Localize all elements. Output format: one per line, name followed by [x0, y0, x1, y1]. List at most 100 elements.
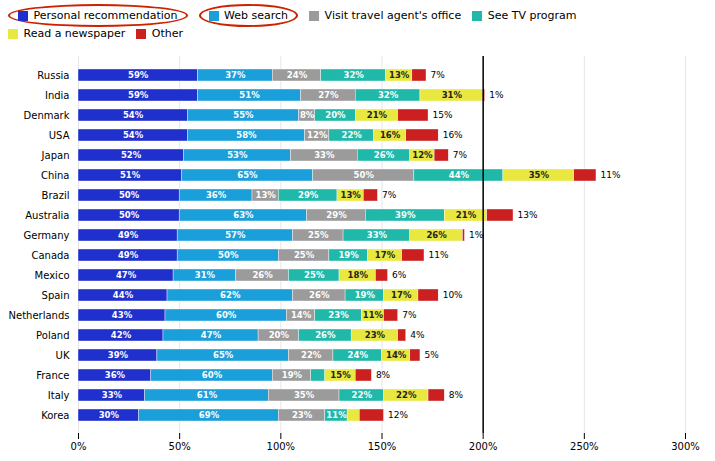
svg-text:17%: 17% — [391, 290, 412, 300]
svg-text:22%: 22% — [352, 390, 373, 400]
svg-text:Denmark: Denmark — [24, 109, 70, 120]
svg-text:7%: 7% — [453, 150, 468, 160]
svg-text:Japan: Japan — [41, 149, 70, 160]
svg-text:250%: 250% — [570, 440, 599, 451]
svg-text:44%: 44% — [113, 290, 134, 300]
svg-text:11%: 11% — [326, 410, 347, 420]
svg-text:150%: 150% — [368, 440, 397, 451]
svg-text:25%: 25% — [304, 270, 325, 280]
svg-text:32%: 32% — [378, 90, 399, 100]
svg-text:19%: 19% — [355, 290, 376, 300]
svg-text:47%: 47% — [201, 330, 222, 340]
svg-text:31%: 31% — [195, 270, 216, 280]
svg-text:10%: 10% — [443, 290, 463, 300]
svg-text:Poland: Poland — [36, 329, 69, 340]
svg-text:30%: 30% — [99, 410, 120, 420]
svg-text:13%: 13% — [255, 190, 276, 200]
svg-text:China: China — [41, 169, 70, 180]
svg-text:69%: 69% — [199, 410, 220, 420]
svg-text:54%: 54% — [123, 130, 144, 140]
svg-text:50%: 50% — [169, 440, 191, 451]
svg-text:12%: 12% — [388, 410, 408, 420]
svg-text:37%: 37% — [225, 70, 246, 80]
svg-text:33%: 33% — [367, 230, 388, 240]
svg-text:39%: 39% — [108, 350, 129, 360]
svg-text:26%: 26% — [374, 150, 395, 160]
svg-text:15%: 15% — [330, 370, 351, 380]
svg-text:Italy: Italy — [48, 389, 70, 400]
svg-text:25%: 25% — [308, 230, 329, 240]
svg-text:16%: 16% — [380, 130, 401, 140]
svg-text:29%: 29% — [326, 210, 347, 220]
svg-text:26%: 26% — [309, 290, 330, 300]
svg-text:7%: 7% — [431, 70, 446, 80]
svg-text:Netherlands: Netherlands — [9, 309, 70, 320]
svg-text:USA: USA — [49, 129, 70, 140]
svg-text:63%: 63% — [233, 210, 254, 220]
svg-text:43%: 43% — [112, 310, 133, 320]
svg-text:36%: 36% — [206, 190, 227, 200]
svg-text:France: France — [36, 369, 69, 380]
svg-text:18%: 18% — [348, 270, 369, 280]
svg-text:16%: 16% — [443, 130, 463, 140]
svg-text:12%: 12% — [412, 150, 433, 160]
svg-text:32%: 32% — [343, 70, 364, 80]
svg-text:60%: 60% — [202, 370, 223, 380]
svg-text:200%: 200% — [469, 440, 498, 451]
svg-text:1%: 1% — [489, 90, 504, 100]
svg-text:50%: 50% — [354, 170, 375, 180]
svg-text:20%: 20% — [269, 330, 290, 340]
svg-text:31%: 31% — [442, 90, 463, 100]
svg-text:Germany: Germany — [24, 229, 70, 240]
svg-text:44%: 44% — [449, 170, 470, 180]
svg-text:26%: 26% — [252, 270, 273, 280]
svg-text:61%: 61% — [197, 390, 218, 400]
svg-text:0%: 0% — [71, 440, 87, 451]
svg-text:5%: 5% — [424, 350, 439, 360]
svg-text:19%: 19% — [338, 250, 359, 260]
svg-text:8%: 8% — [449, 390, 464, 400]
svg-text:25%: 25% — [294, 250, 315, 260]
svg-text:51%: 51% — [239, 90, 260, 100]
svg-text:100%: 100% — [267, 440, 296, 451]
svg-text:6%: 6% — [392, 270, 407, 280]
svg-text:15%: 15% — [433, 110, 453, 120]
svg-text:1%: 1% — [469, 230, 484, 240]
svg-text:65%: 65% — [237, 170, 258, 180]
svg-text:22%: 22% — [396, 390, 417, 400]
svg-text:21%: 21% — [367, 110, 388, 120]
svg-text:36%: 36% — [105, 370, 126, 380]
svg-text:Mexico: Mexico — [35, 269, 70, 280]
svg-text:Korea: Korea — [41, 409, 69, 420]
svg-text:55%: 55% — [233, 110, 254, 120]
svg-text:26%: 26% — [315, 330, 336, 340]
svg-text:26%: 26% — [426, 230, 447, 240]
svg-text:7%: 7% — [402, 310, 417, 320]
svg-text:20%: 20% — [325, 110, 346, 120]
svg-text:23%: 23% — [328, 310, 349, 320]
svg-text:Brazil: Brazil — [42, 189, 70, 200]
svg-text:13%: 13% — [518, 210, 538, 220]
svg-text:14%: 14% — [386, 350, 407, 360]
svg-text:24%: 24% — [348, 350, 369, 360]
svg-text:52%: 52% — [121, 150, 142, 160]
svg-text:11%: 11% — [428, 250, 448, 260]
svg-text:22%: 22% — [301, 350, 322, 360]
svg-text:60%: 60% — [216, 310, 237, 320]
svg-text:13%: 13% — [340, 190, 361, 200]
svg-text:12%: 12% — [307, 130, 328, 140]
svg-text:17%: 17% — [375, 250, 396, 260]
svg-text:59%: 59% — [128, 90, 149, 100]
svg-text:50%: 50% — [119, 210, 140, 220]
svg-text:23%: 23% — [292, 410, 313, 420]
svg-text:7%: 7% — [382, 190, 397, 200]
svg-text:21%: 21% — [456, 210, 477, 220]
svg-text:50%: 50% — [218, 250, 239, 260]
svg-text:14%: 14% — [291, 310, 312, 320]
svg-text:39%: 39% — [395, 210, 416, 220]
svg-text:59%: 59% — [128, 70, 149, 80]
svg-text:13%: 13% — [389, 70, 410, 80]
svg-text:8%: 8% — [376, 370, 391, 380]
svg-text:Australia: Australia — [25, 209, 69, 220]
svg-text:42%: 42% — [111, 330, 132, 340]
